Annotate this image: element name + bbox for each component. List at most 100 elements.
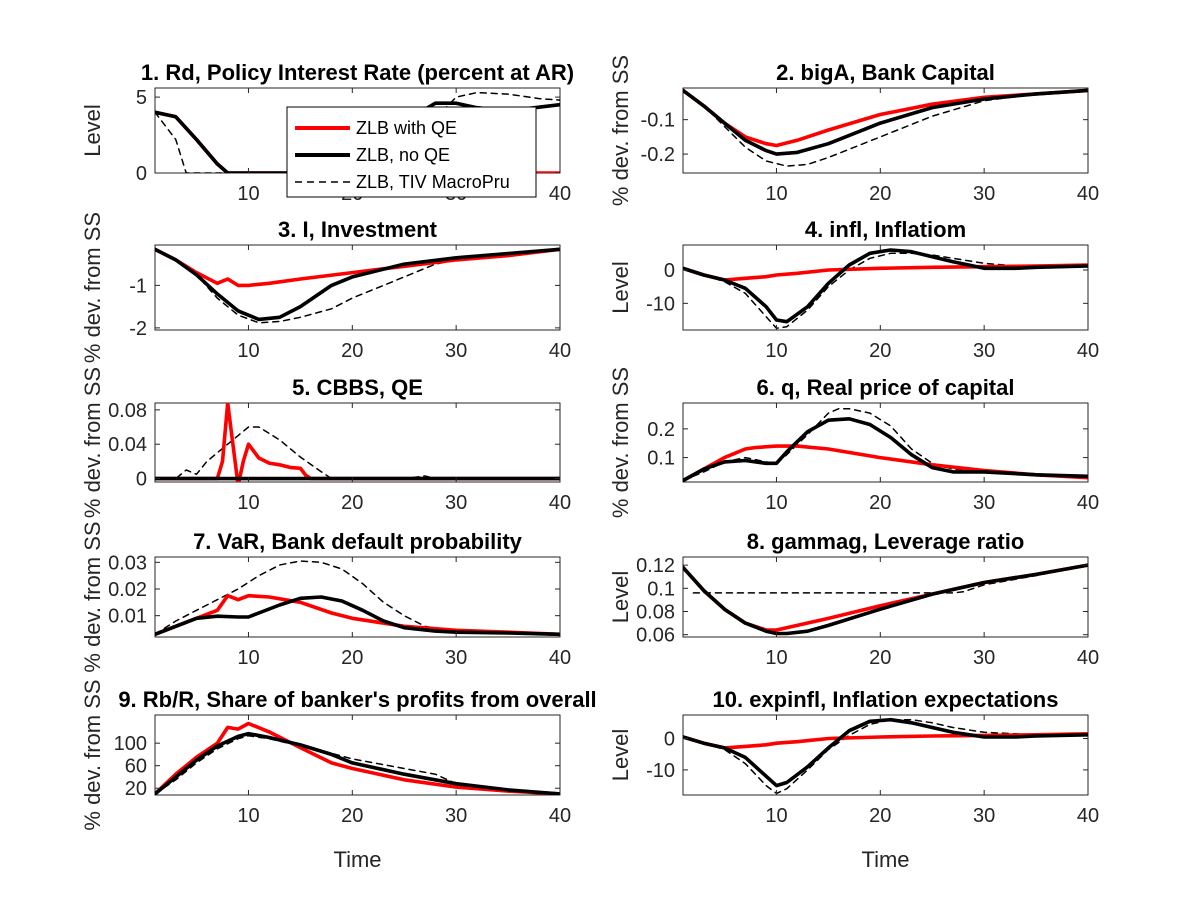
panel-8-xtick-label: 20: [869, 647, 891, 669]
panel-7-title: 7. VaR, Bank default probability: [193, 529, 523, 554]
panel-6-line-macropru: [683, 407, 1088, 482]
panel-10-xtick-label: 20: [869, 805, 891, 827]
panel-7-ytick-label: 0.03: [108, 552, 147, 574]
panel-3-xtick-label: 20: [341, 340, 363, 362]
panel-6-line-noqe: [683, 417, 1088, 482]
panel-5-xtick-label: 40: [549, 492, 571, 514]
panel-4-xtick-label: 40: [1077, 340, 1099, 362]
panel-5-xtick-label: 20: [341, 492, 363, 514]
legend-label-qe: ZLB with QE: [356, 118, 457, 138]
panel-2-line-noqe: [683, 88, 1088, 156]
panel-8-axes-box: [682, 556, 1089, 638]
panel-7-plot-area: [155, 560, 560, 637]
panel-6-title: 6. q, Real price of capital: [757, 375, 1015, 400]
panel-2-plot-area: [683, 88, 1088, 167]
panel-3-xtick-label: 40: [549, 340, 571, 362]
panel-4-ytick-label: 0: [664, 260, 675, 282]
panel-8-ytick-label: 0.1: [647, 578, 675, 600]
panel-1-plot-area: [155, 91, 560, 173]
panel-6-xtick-label: 30: [973, 492, 995, 514]
panel-4-ytick-label: -10: [646, 293, 675, 315]
panel-3-plot-area: [155, 247, 560, 324]
panel-8-line-noqe: [683, 563, 1088, 636]
panel-9-axes-box: [154, 714, 561, 796]
panel-4-title: 4. infl, Inflatiom: [805, 217, 966, 242]
panel-1-xtick-label: 40: [549, 183, 571, 205]
panel-5-axes-box: [154, 402, 561, 483]
panel-6-plot-area: [683, 407, 1088, 482]
panel-6-xtick-label: 20: [869, 492, 891, 514]
panel-2: 10 20 30 40 -0.2 -0.1 2. bigA, Bank Capital % d…: [608, 55, 1099, 206]
panel-8: 10 20 30 40 0.060.080.10.12 8. gammag, Levera…: [608, 529, 1099, 669]
panel-1-ytick-label: 0: [136, 163, 147, 185]
panel-3-xtick-label: 30: [445, 340, 467, 362]
panel-10-axes-box: [682, 714, 1089, 796]
panel-9-ytick-label: 60: [125, 756, 147, 778]
panel-6-xtick-label: 40: [1077, 492, 1099, 514]
panel-9-ytick-label: 100: [114, 733, 147, 755]
panel-10-ytick-label: 0: [664, 729, 675, 751]
panel-7-ylabel: % dev. from SS: [80, 521, 105, 672]
panel-8-ytick-label: 0.12: [636, 555, 675, 577]
panel-3-ylabel: % dev. from SS: [80, 212, 105, 363]
panel-2-title: 2. bigA, Bank Capital: [776, 60, 995, 85]
panel-5-xtick-label: 10: [237, 492, 259, 514]
panel-2-xtick-label: 30: [973, 183, 995, 205]
panel-10-xtick-label: 10: [765, 805, 787, 827]
panel-1-ytick-label: 5: [136, 87, 147, 109]
panel-2-ylabel: % dev. from SS: [608, 55, 633, 206]
panel-7-xtick-label: 40: [549, 647, 571, 669]
legend-label-noqe: ZLB, no QE: [356, 145, 450, 165]
panel-4: 10 20 30 40 -10 0 4. infl, Inflatiom Level: [608, 217, 1099, 362]
panel-9-xtick-label: 20: [341, 805, 363, 827]
panel-8-xtick-label: 40: [1077, 647, 1099, 669]
panel-5-ytick-label: 0.08: [108, 400, 147, 422]
panel-10: 10 20 30 40 -10 0 10. expinfl, Inflation expec…: [608, 687, 1099, 872]
panel-10-plot-area: [683, 717, 1088, 795]
panel-7: 10 20 30 40 0.01 0.02 0.03 7. VaR, Bank default…: [80, 521, 571, 672]
panel-5: 10 20 30 40 0 0.04 0.08 5. CBBS, QE % dev. from …: [80, 367, 571, 518]
panel-4-plot-area: [683, 248, 1088, 330]
panel-7-line-qe: [155, 593, 560, 637]
panel-8-title: 8. gammag, Leverage ratio: [747, 529, 1025, 554]
panel-8-plot-area: [683, 563, 1088, 636]
legend: ZLB with QE ZLB, no QE ZLB, TIV MacroPru: [286, 106, 537, 198]
panel-3-title: 3. I, Investment: [278, 217, 438, 242]
panel-7-line-noqe: [155, 595, 560, 637]
panel-9-line-noqe: [155, 731, 560, 795]
legend-box: [286, 106, 537, 198]
panel-1-xtick-label: 10: [237, 183, 259, 205]
panel-7-ytick-label: 0.02: [108, 579, 147, 601]
panel-5-ytick-label: 0.04: [108, 434, 147, 456]
panel-10-line-macropru: [683, 718, 1088, 795]
panel-8-ylabel: Level: [608, 571, 633, 624]
panel-4-ylabel: Level: [608, 261, 633, 314]
panel-3-line-qe: [155, 247, 560, 288]
panel-9-line-qe: [155, 721, 560, 795]
panel-9-title: 9. Rb/R, Share of banker's profits from …: [118, 687, 596, 712]
panel-7-axes-box: [154, 556, 561, 638]
panel-6-ylabel: % dev. from SS: [608, 367, 633, 518]
panel-7-ytick-label: 0.01: [108, 606, 147, 628]
panel-3-line-macropru: [155, 248, 560, 324]
panel-2-line-macropru: [683, 89, 1088, 167]
panel-8-xtick-label: 30: [973, 647, 995, 669]
panel-9-xtick-label: 40: [549, 805, 571, 827]
panel-4-xtick-label: 10: [765, 340, 787, 362]
panel-8-ytick-label: 0.06: [636, 625, 675, 647]
panel-10-title: 10. expinfl, Inflation expectations: [713, 687, 1059, 712]
panel-2-xtick-label: 40: [1077, 183, 1099, 205]
panel-10-xtick-label: 40: [1077, 805, 1099, 827]
panel-6-ytick-label: 0.2: [647, 419, 675, 441]
panel-4-axes-box: [682, 244, 1089, 331]
panel-9-ytick-label: 20: [125, 778, 147, 800]
panel-3-line-noqe: [155, 247, 560, 322]
panel-8-line-macropru: [692, 564, 1088, 594]
panel-5-title: 5. CBBS, QE: [292, 375, 423, 400]
panel-5-line-macropru: [155, 426, 560, 480]
panel-10-ytick-label: -10: [646, 760, 675, 782]
panel-4-xtick-label: 20: [869, 340, 891, 362]
panel-2-axes-box: [682, 87, 1089, 174]
panel-2-ytick-label: -0.1: [641, 110, 675, 132]
panel-4-xtick-label: 30: [973, 340, 995, 362]
